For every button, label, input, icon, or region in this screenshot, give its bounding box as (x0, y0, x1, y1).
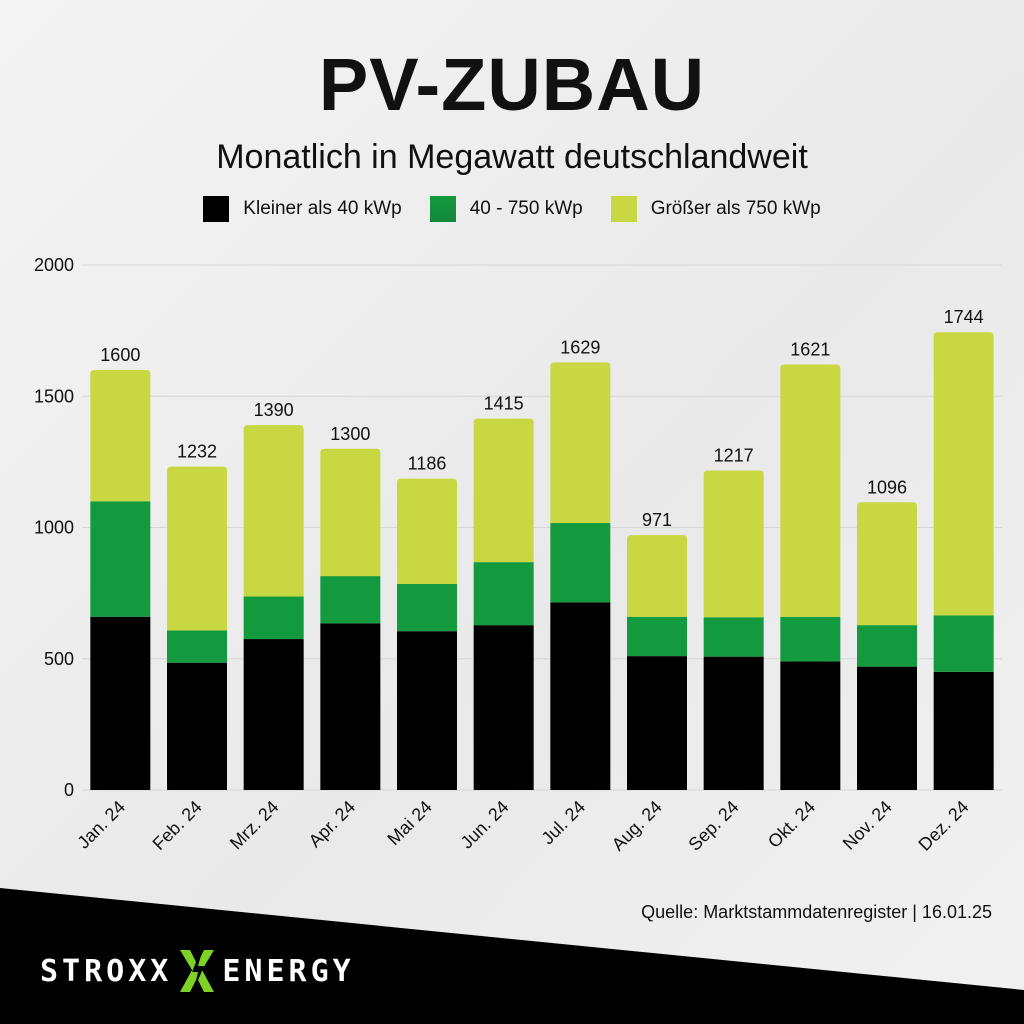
bar-segment-small (473, 625, 534, 790)
bar-segment-small (627, 656, 687, 790)
bar-segment-medium (627, 616, 687, 657)
bar-segment-small (703, 656, 764, 790)
y-tick-label: 500 (44, 649, 74, 669)
y-axis: 0 500 1000 1500 2000 (34, 255, 74, 800)
grid-lines (82, 264, 1002, 791)
bar-segment-medium (473, 562, 534, 626)
bar-total-label: 1232 (177, 442, 217, 462)
chart-subtitle: Monatlich in Megawatt deutschlandweit (216, 138, 808, 176)
bar (627, 535, 687, 790)
legend-item-medium: 40 - 750 kWp (429, 196, 583, 222)
bar-segment-medium (243, 596, 304, 640)
bar-segment-medium (397, 583, 457, 632)
bar-segment-medium (703, 617, 764, 657)
bar-segment-medium (167, 630, 227, 663)
y-tick-label: 1500 (34, 386, 74, 406)
bar-segment-small (167, 662, 227, 790)
bar-segment-medium (780, 616, 841, 662)
bar-segment-large (550, 362, 611, 524)
bar-segment-large (933, 332, 994, 616)
bar-segment-large (857, 502, 917, 626)
bar-total-label: 1621 (790, 339, 830, 359)
bar-segment-medium (933, 615, 994, 672)
y-tick-label: 1000 (34, 518, 74, 538)
brand-right: ENERGY (222, 953, 355, 989)
bar-total-label: 1629 (560, 337, 600, 357)
bar-segment-large (703, 470, 764, 618)
y-tick-label: 0 (64, 780, 74, 800)
chart-title: PV-ZUBAU (318, 43, 706, 126)
bar-segment-medium (857, 625, 917, 667)
legend-swatch-small (203, 196, 230, 222)
legend-label-large: Größer als 750 kWp (650, 198, 821, 219)
legend-item-small: Kleiner als 40 kWp (203, 196, 402, 222)
bar-segment-small (857, 666, 917, 790)
bar (780, 364, 841, 790)
bar (167, 466, 227, 790)
bar-segment-small (90, 616, 151, 790)
bar-segment-small (933, 671, 994, 790)
bar-segment-large (780, 364, 841, 617)
bar-segment-medium (550, 523, 611, 603)
bar-segment-small (243, 639, 304, 790)
bar-group (90, 332, 994, 790)
bar-segment-large (397, 478, 457, 584)
source-note: Quelle: Marktstammdatenregister | 16.01.… (641, 902, 992, 922)
bar-segment-small (397, 631, 457, 790)
bar-segment-medium (320, 576, 381, 624)
bar (473, 418, 534, 790)
bar (933, 332, 994, 790)
bar (90, 370, 151, 790)
bar-total-label: 1390 (254, 400, 294, 420)
bar-segment-large (90, 370, 151, 502)
bar-total-label: 1600 (100, 345, 140, 365)
bar-segment-small (320, 623, 381, 790)
bar-total-label: 971 (642, 510, 672, 530)
bar-segment-large (473, 418, 534, 563)
legend-label-small: Kleiner als 40 kWp (243, 198, 402, 219)
bar-segment-large (627, 535, 687, 617)
bar-total-label: 1096 (867, 477, 907, 497)
bar-total-label: 1217 (714, 446, 754, 466)
value-labels: 1600 1232 1390 1300 1186 1415 1629 971 1217 1621 1… (100, 307, 983, 530)
brand-logo: STROXX ENERGY (40, 948, 355, 994)
bar-total-label: 1415 (484, 394, 524, 414)
bar-segment-medium (90, 501, 151, 617)
legend: Kleiner als 40 kWp 40 - 750 kWp Größer a… (0, 196, 1024, 222)
bar (857, 502, 917, 790)
y-tick-label: 2000 (34, 255, 74, 275)
bar-segment-small (550, 602, 611, 790)
bar-segment-small (780, 661, 841, 790)
bar-total-label: 1744 (944, 307, 984, 327)
legend-swatch-medium (429, 196, 456, 222)
bar-segment-large (243, 425, 304, 597)
bar (243, 425, 304, 790)
lightning-x-icon (180, 950, 215, 992)
bar-segment-large (320, 448, 381, 577)
bar (397, 478, 457, 790)
legend-item-large: Größer als 750 kWp (610, 196, 821, 222)
bar (703, 470, 764, 790)
bar-total-label: 1186 (408, 454, 447, 474)
bar (320, 448, 381, 790)
bar-segment-large (167, 466, 227, 631)
legend-label-medium: 40 - 750 kWp (469, 198, 583, 219)
brand-left: STROXX (40, 953, 173, 989)
bar (550, 362, 611, 790)
bar-total-label: 1300 (330, 424, 370, 444)
legend-swatch-large (610, 196, 637, 222)
